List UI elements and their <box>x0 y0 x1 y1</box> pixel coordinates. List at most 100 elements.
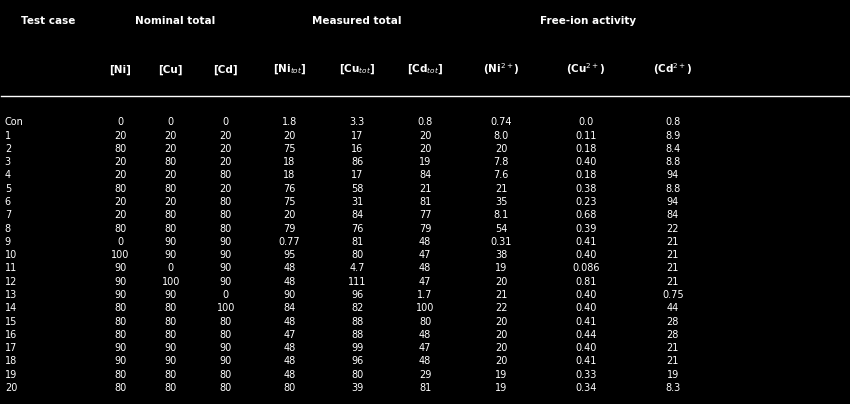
Text: 17: 17 <box>351 130 364 141</box>
Text: 54: 54 <box>495 223 507 234</box>
Text: 28: 28 <box>666 317 679 326</box>
Text: 20: 20 <box>219 157 232 167</box>
Text: [Cu$_{tot}$]: [Cu$_{tot}$] <box>339 63 376 76</box>
Text: 20: 20 <box>219 144 232 154</box>
Text: (Ni$^{2+}$): (Ni$^{2+}$) <box>483 62 519 78</box>
Text: 90: 90 <box>220 356 232 366</box>
Text: [Ni]: [Ni] <box>109 65 131 75</box>
Text: 80: 80 <box>114 383 126 393</box>
Text: 20: 20 <box>114 170 126 181</box>
Text: 19: 19 <box>495 383 507 393</box>
Text: 80: 80 <box>351 250 363 260</box>
Text: 80: 80 <box>165 184 177 194</box>
Text: 0.11: 0.11 <box>575 130 597 141</box>
Text: 88: 88 <box>351 330 363 340</box>
Text: 79: 79 <box>283 223 296 234</box>
Text: 84: 84 <box>283 303 296 313</box>
Text: 0.41: 0.41 <box>575 237 597 247</box>
Text: 80: 80 <box>165 223 177 234</box>
Text: 31: 31 <box>351 197 363 207</box>
Text: 0.23: 0.23 <box>575 197 597 207</box>
Text: 80: 80 <box>114 317 126 326</box>
Text: 17: 17 <box>5 343 17 353</box>
Text: 90: 90 <box>220 250 232 260</box>
Text: 0: 0 <box>117 237 123 247</box>
Text: 80: 80 <box>165 330 177 340</box>
Text: 77: 77 <box>419 210 431 220</box>
Text: 22: 22 <box>666 223 679 234</box>
Text: 80: 80 <box>220 197 232 207</box>
Text: 19: 19 <box>495 263 507 274</box>
Text: 90: 90 <box>165 250 177 260</box>
Text: 18: 18 <box>5 356 17 366</box>
Text: 0.18: 0.18 <box>575 170 597 181</box>
Text: 28: 28 <box>666 330 679 340</box>
Text: 76: 76 <box>351 223 364 234</box>
Text: 0.33: 0.33 <box>575 370 597 380</box>
Text: 21: 21 <box>419 184 431 194</box>
Text: 0: 0 <box>223 118 229 127</box>
Text: 48: 48 <box>283 277 296 287</box>
Text: 21: 21 <box>666 277 679 287</box>
Text: 2: 2 <box>5 144 11 154</box>
Text: 80: 80 <box>165 383 177 393</box>
Text: 4.7: 4.7 <box>349 263 365 274</box>
Text: 81: 81 <box>419 383 431 393</box>
Text: 96: 96 <box>351 356 363 366</box>
Text: [Ni$_{tot}$]: [Ni$_{tot}$] <box>273 63 306 76</box>
Text: 0: 0 <box>223 290 229 300</box>
Text: 0.8: 0.8 <box>417 118 433 127</box>
Text: 80: 80 <box>419 317 431 326</box>
Text: 0.74: 0.74 <box>490 118 512 127</box>
Text: 20: 20 <box>419 144 431 154</box>
Text: 80: 80 <box>165 210 177 220</box>
Text: 94: 94 <box>666 197 679 207</box>
Text: 0.40: 0.40 <box>575 290 597 300</box>
Text: 0.44: 0.44 <box>575 330 597 340</box>
Text: 90: 90 <box>165 290 177 300</box>
Text: (Cd$^{2+}$): (Cd$^{2+}$) <box>653 62 693 78</box>
Text: 90: 90 <box>220 277 232 287</box>
Text: 8.3: 8.3 <box>666 383 681 393</box>
Text: 35: 35 <box>495 197 507 207</box>
Text: 39: 39 <box>351 383 363 393</box>
Text: 0: 0 <box>167 118 174 127</box>
Text: Measured total: Measured total <box>313 17 402 26</box>
Text: 8: 8 <box>5 223 11 234</box>
Text: 0.34: 0.34 <box>575 383 597 393</box>
Text: Test case: Test case <box>20 17 75 26</box>
Text: 8.9: 8.9 <box>666 130 681 141</box>
Text: 20: 20 <box>495 330 507 340</box>
Text: 111: 111 <box>348 277 366 287</box>
Text: 48: 48 <box>283 356 296 366</box>
Text: 1.7: 1.7 <box>417 290 433 300</box>
Text: 0.18: 0.18 <box>575 144 597 154</box>
Text: 8.8: 8.8 <box>666 184 681 194</box>
Text: 48: 48 <box>283 263 296 274</box>
Text: 20: 20 <box>283 130 296 141</box>
Text: 48: 48 <box>419 263 431 274</box>
Text: 48: 48 <box>419 330 431 340</box>
Text: 0.8: 0.8 <box>666 118 681 127</box>
Text: 80: 80 <box>220 170 232 181</box>
Text: 80: 80 <box>165 157 177 167</box>
Text: 90: 90 <box>220 263 232 274</box>
Text: 10: 10 <box>5 250 17 260</box>
Text: 16: 16 <box>351 144 363 154</box>
Text: 47: 47 <box>419 250 431 260</box>
Text: 80: 80 <box>220 370 232 380</box>
Text: Free-ion activity: Free-ion activity <box>540 17 636 26</box>
Text: 96: 96 <box>351 290 363 300</box>
Text: 47: 47 <box>419 277 431 287</box>
Text: 8.4: 8.4 <box>666 144 681 154</box>
Text: 20: 20 <box>114 197 126 207</box>
Text: 0.41: 0.41 <box>575 356 597 366</box>
Text: 3: 3 <box>5 157 11 167</box>
Text: 21: 21 <box>666 263 679 274</box>
Text: 80: 80 <box>114 330 126 340</box>
Text: 7.8: 7.8 <box>494 157 509 167</box>
Text: 75: 75 <box>283 197 296 207</box>
Text: 90: 90 <box>114 277 126 287</box>
Text: 21: 21 <box>495 184 507 194</box>
Text: 90: 90 <box>220 237 232 247</box>
